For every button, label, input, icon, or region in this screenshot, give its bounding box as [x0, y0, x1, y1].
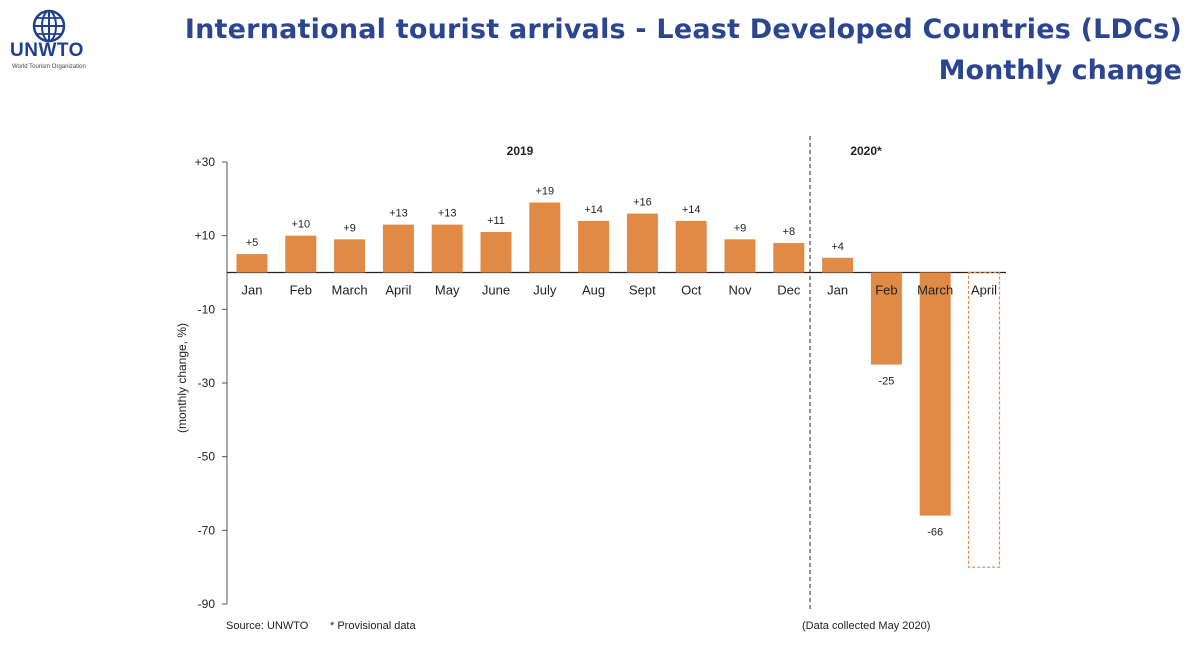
category-label: May — [435, 283, 460, 298]
y-tick-label: -30 — [198, 376, 216, 390]
bar — [480, 231, 512, 273]
category-label: March — [917, 283, 953, 298]
category-label: July — [533, 283, 557, 298]
category-label: June — [482, 283, 510, 298]
data-label: +13 — [438, 208, 457, 220]
data-label: +13 — [389, 208, 408, 220]
page-title: International tourist arrivals - Least D… — [184, 14, 1182, 45]
y-tick-label: +30 — [195, 155, 216, 169]
source-note: Source: UNWTO — [226, 620, 309, 632]
logo-subtitle: World Tourism Organization — [12, 64, 86, 70]
bar — [334, 239, 366, 273]
y-tick-label: -70 — [198, 523, 216, 537]
year-label: 2020* — [850, 144, 882, 158]
bar — [382, 224, 414, 273]
data-label: +16 — [633, 197, 652, 209]
category-label: April — [385, 283, 411, 298]
bar — [919, 272, 951, 516]
data-label: +8 — [783, 226, 796, 238]
category-label: April — [971, 283, 997, 298]
bar — [529, 202, 561, 273]
category-label: Oct — [681, 283, 702, 298]
bar — [773, 243, 805, 273]
page-subtitle: Monthly change — [938, 55, 1182, 86]
y-tick-label: +10 — [195, 229, 216, 243]
data-label: +9 — [343, 222, 356, 234]
provisional-footnote: * Provisional data — [330, 620, 416, 632]
data-label: +19 — [535, 186, 554, 198]
data-collected-note: (Data collected May 2020) — [802, 620, 930, 632]
category-label: Aug — [582, 283, 605, 298]
data-label: +10 — [291, 219, 310, 231]
bar — [675, 220, 707, 273]
category-label: Nov — [728, 283, 752, 298]
category-label: Jan — [827, 283, 848, 298]
bar — [724, 239, 756, 273]
bar — [285, 235, 317, 273]
data-label: +14 — [682, 204, 701, 216]
bar — [822, 257, 854, 273]
category-label: Feb — [875, 283, 897, 298]
data-label: +9 — [734, 222, 747, 234]
y-axis-label: (monthly change, %) — [175, 323, 189, 433]
y-tick-label: -10 — [198, 302, 216, 316]
bar — [870, 272, 902, 365]
category-label: Dec — [777, 283, 801, 298]
unwto-logo — [8, 8, 90, 80]
y-tick-label: -50 — [198, 450, 216, 464]
logo-name: UNWTO — [10, 40, 84, 61]
data-label: +5 — [246, 237, 259, 249]
bar-projected — [967, 271, 1001, 568]
un-globe-icon — [32, 9, 66, 43]
data-label: +4 — [831, 241, 844, 253]
data-label: +14 — [584, 204, 603, 216]
bar — [578, 220, 610, 273]
category-label: March — [332, 283, 368, 298]
year-label: 2019 — [507, 144, 534, 158]
bar — [431, 224, 463, 273]
data-label: -25 — [878, 376, 894, 388]
category-label: Jan — [242, 283, 263, 298]
data-label: +11 — [487, 215, 505, 227]
bar — [626, 213, 658, 273]
data-label: -66 — [927, 527, 943, 539]
bar — [236, 254, 268, 273]
category-label: Feb — [290, 283, 312, 298]
category-label: Sept — [629, 283, 656, 298]
y-tick-label: -90 — [198, 597, 216, 611]
